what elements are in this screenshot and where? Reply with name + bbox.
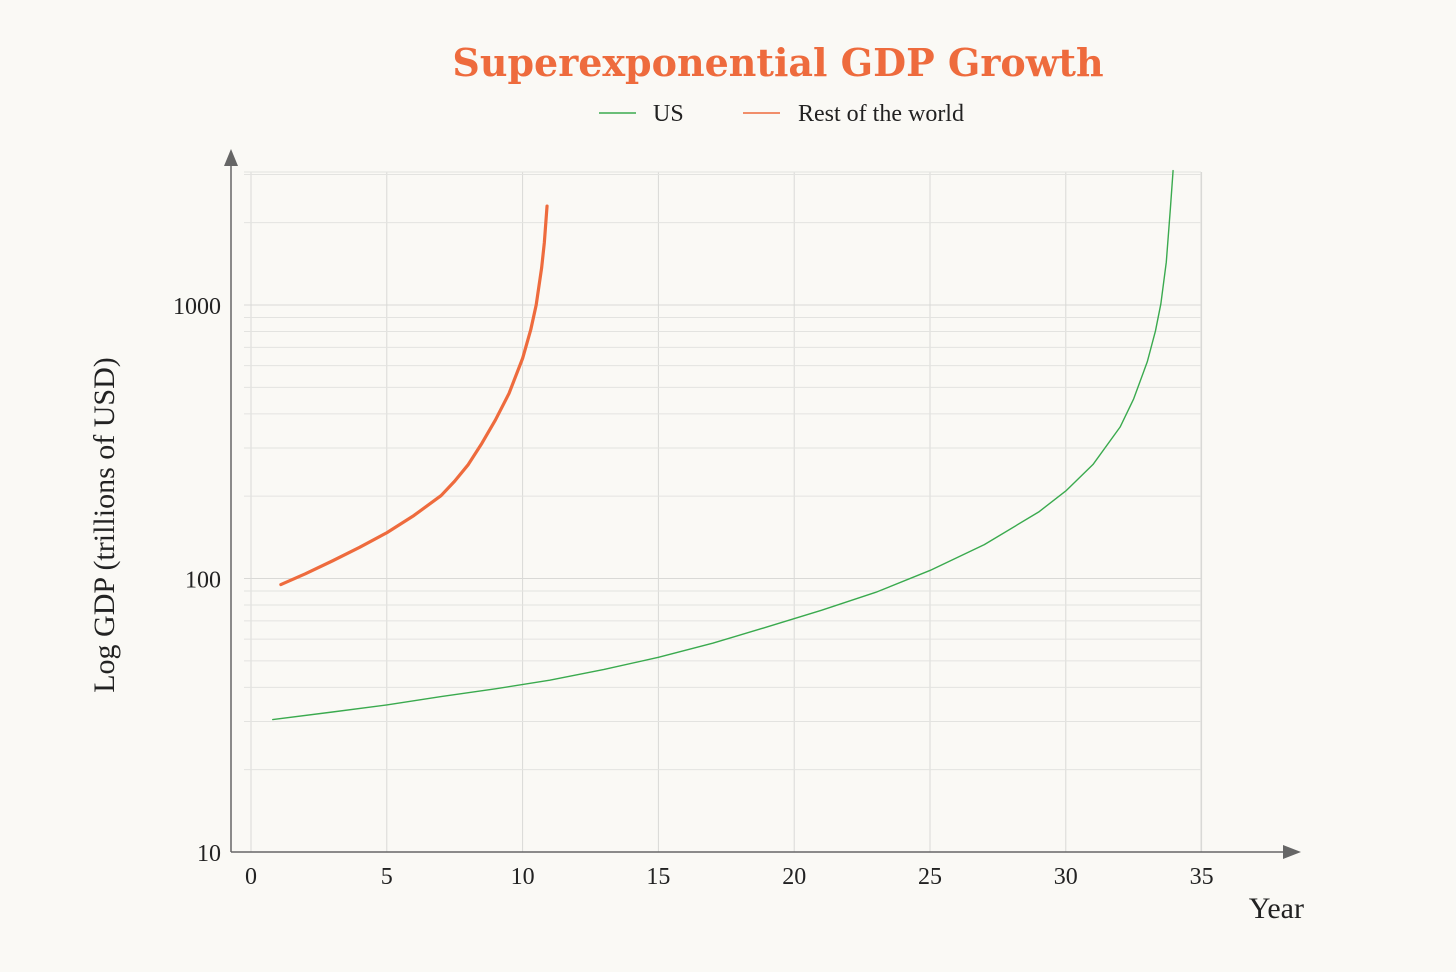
x-tick-label-30: 30 (1054, 864, 1078, 890)
legend-label-rest-of-world: Rest of the world (798, 101, 964, 127)
y-tick-label-10: 10 (197, 841, 221, 867)
series-line-rest-of-the-world (279, 204, 549, 587)
series-line-us (272, 169, 1174, 721)
y-axis-label: Log GDP (trillions of USD) (88, 357, 121, 693)
tick-labels: 0 5 10 15 20 25 30 35 10 100 1000 (173, 294, 1214, 890)
x-tick-label-15: 15 (646, 864, 670, 890)
y-tick-label-1000: 1000 (173, 294, 221, 320)
chart-title: Superexponential GDP Growth (452, 40, 1103, 85)
x-tick-label-20: 20 (782, 864, 806, 890)
x-tick-label-5: 5 (381, 864, 393, 890)
axes (224, 149, 1301, 859)
x-tick-label-0: 0 (245, 864, 257, 890)
x-axis-arrow (1283, 845, 1301, 859)
legend-label-us: US (653, 101, 684, 127)
x-tick-label-10: 10 (511, 864, 535, 890)
x-axis-label: Year (1249, 892, 1304, 925)
y-axis-arrow (224, 149, 238, 166)
x-tick-label-35: 35 (1190, 864, 1214, 890)
grid (244, 171, 1203, 853)
series-layer (272, 169, 1174, 721)
y-tick-label-100: 100 (185, 568, 221, 594)
x-tick-label-25: 25 (918, 864, 942, 890)
legend: US Rest of the world (599, 101, 964, 127)
